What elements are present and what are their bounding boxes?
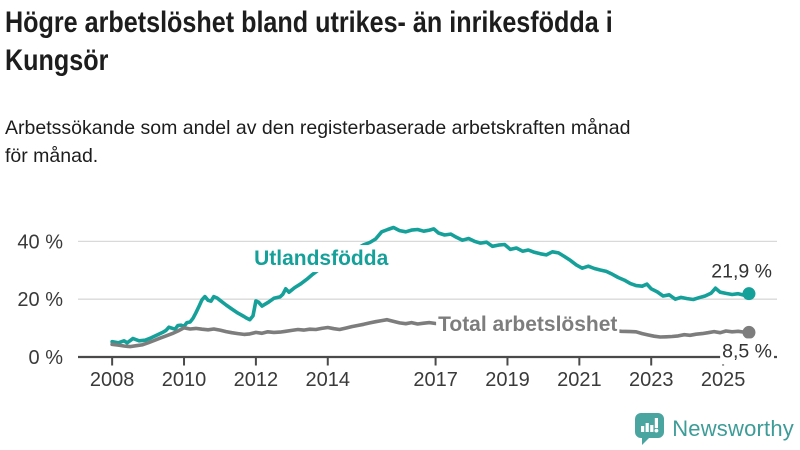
series-label-1: Total arbetslöshet (438, 313, 617, 336)
series-label-0: Utlandsfödda (254, 247, 388, 270)
bar-chart-speech-bubble-icon (635, 413, 665, 445)
chart-subtitle-line2: för månad. (5, 145, 99, 167)
y-tick-label-40: 40 % (17, 231, 63, 253)
y-tick-label-0: 0 % (29, 347, 64, 369)
page-title-line1: Högre arbetslöshet bland utrikes- än inr… (5, 6, 613, 39)
x-tick-label-2010: 2010 (162, 369, 207, 391)
chart-subtitle: Arbetssökande som andel av den registerb… (5, 114, 630, 170)
x-tick-label-2025: 2025 (701, 369, 746, 391)
series-end-label-0: 21,9 % (711, 261, 772, 283)
series-end-label-1-bg (720, 338, 774, 365)
x-tick-label-2017: 2017 (413, 369, 458, 391)
line-chart: Utlandsfödda Total arbetslöshet 2008 2010 20… (0, 200, 800, 400)
page-title: Högre arbetslöshet bland utrikes- än inr… (5, 4, 793, 80)
series-label-1-bg (436, 310, 620, 338)
y-tick-label-20: 20 % (17, 289, 63, 311)
x-tick-label-2012: 2012 (234, 369, 279, 391)
page-title-line2: Kungsör (5, 44, 109, 77)
series-end-label-1: 8,5 % (722, 340, 772, 362)
line-chart-svg: Utlandsfödda Total arbetslöshet 2008 2010 20… (17, 225, 777, 391)
series-end-dot-1 (742, 325, 756, 339)
series-end-label-0-bg (709, 258, 774, 285)
x-tick-label-2019: 2019 (485, 369, 530, 391)
series-line-0 (110, 225, 751, 345)
newsworthy-wordmark: Newsworthy (672, 416, 794, 441)
series-label-0-bg (252, 245, 391, 273)
chart-subtitle-line1: Arbetssökande som andel av den registerb… (5, 117, 631, 139)
series-line-1 (110, 317, 751, 349)
x-tick-label-2021: 2021 (557, 369, 602, 391)
newsworthy-branding: Newsworthy (634, 412, 794, 446)
x-tick-label-2023: 2023 (629, 369, 674, 391)
x-tick-label-2008: 2008 (90, 369, 135, 391)
x-tick-label-2014: 2014 (306, 369, 351, 391)
series-end-dot-0 (742, 287, 756, 301)
